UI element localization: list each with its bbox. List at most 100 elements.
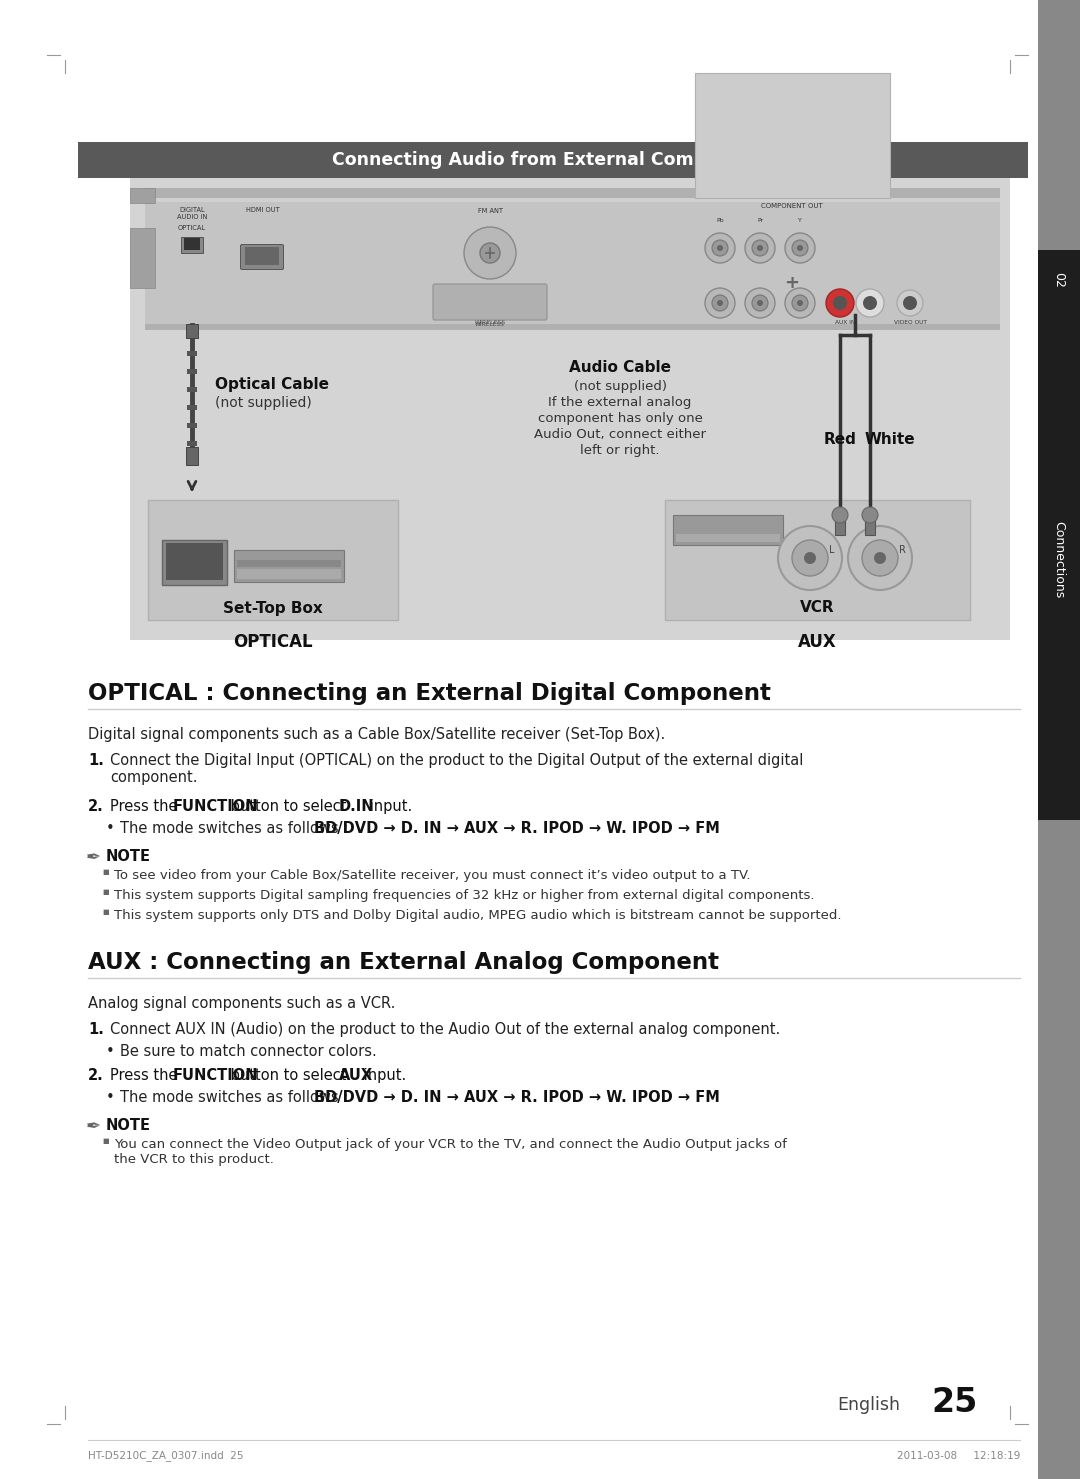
Circle shape [752, 294, 768, 311]
Bar [187, 333, 197, 339]
Text: Y: Y [798, 217, 802, 222]
Circle shape [757, 246, 762, 251]
Text: 2.: 2. [87, 1068, 104, 1083]
Text: input.: input. [365, 799, 413, 813]
Bar [145, 324, 1000, 330]
Text: VCR: VCR [800, 600, 835, 615]
Text: COMPONENT OUT: COMPONENT OUT [761, 203, 823, 209]
Text: The mode switches as follows :: The mode switches as follows : [120, 821, 353, 836]
Text: ✒: ✒ [86, 849, 102, 867]
Circle shape [792, 240, 808, 256]
Bar [696, 72, 890, 198]
FancyBboxPatch shape [433, 284, 546, 319]
Circle shape [717, 300, 723, 306]
Bar [187, 458, 197, 464]
Bar [237, 569, 341, 578]
Bar [162, 540, 227, 586]
Text: AUX : Connecting an External Analog Component: AUX : Connecting an External Analog Comp… [87, 951, 719, 975]
Circle shape [785, 234, 815, 263]
Text: (not supplied): (not supplied) [573, 380, 666, 393]
Text: The mode switches as follows :: The mode switches as follows : [120, 1090, 353, 1105]
Circle shape [705, 288, 735, 318]
Bar [187, 405, 197, 410]
Bar [186, 447, 198, 464]
Text: ■: ■ [102, 889, 109, 895]
Circle shape [792, 294, 808, 311]
Circle shape [778, 527, 842, 590]
Text: •: • [106, 1044, 114, 1059]
Circle shape [480, 243, 500, 263]
Text: •: • [106, 821, 114, 836]
Text: AUX: AUX [798, 633, 837, 651]
Text: Set-Top Box: Set-Top Box [224, 600, 323, 615]
Text: You can connect the Video Output jack of your VCR to the TV, and connect the Aud: You can connect the Video Output jack of… [114, 1137, 787, 1165]
Text: This system supports Digital sampling frequencies of 32 kHz or higher from exter: This system supports Digital sampling fr… [114, 889, 814, 902]
Circle shape [792, 540, 828, 575]
Bar [245, 247, 279, 265]
Text: If the external analog: If the external analog [549, 396, 691, 410]
Text: ■: ■ [102, 910, 109, 916]
Text: OPTICAL: OPTICAL [178, 225, 206, 231]
Bar [130, 188, 156, 203]
Text: R: R [899, 544, 905, 555]
Text: 2.: 2. [87, 799, 104, 813]
Bar [237, 561, 341, 566]
Text: •: • [106, 1090, 114, 1105]
Circle shape [785, 288, 815, 318]
Text: Connecting Audio from External Components: Connecting Audio from External Component… [333, 151, 773, 169]
Text: OPTICAL: OPTICAL [233, 633, 313, 651]
Text: HT-D5210C_ZA_0307.indd  25: HT-D5210C_ZA_0307.indd 25 [87, 1451, 243, 1461]
Circle shape [705, 234, 735, 263]
Text: Audio Cable: Audio Cable [569, 359, 671, 376]
Bar [187, 368, 197, 374]
Text: FUNCTION: FUNCTION [173, 1068, 258, 1083]
Bar [665, 500, 970, 620]
Circle shape [712, 294, 728, 311]
Text: +: + [483, 281, 498, 299]
Text: AUDIO IN: AUDIO IN [177, 214, 207, 220]
Bar [234, 550, 345, 583]
Bar [835, 515, 845, 535]
Text: L: L [829, 544, 835, 555]
Text: NOTE: NOTE [106, 1118, 151, 1133]
Circle shape [752, 240, 768, 256]
Bar [166, 543, 222, 580]
Bar [186, 324, 198, 339]
Circle shape [797, 246, 804, 251]
Text: FM ANT: FM ANT [477, 209, 502, 214]
Text: Connect the Digital Input (OPTICAL) on the product to the Digital Output of the : Connect the Digital Input (OPTICAL) on t… [110, 753, 804, 785]
Text: This system supports only DTS and Dolby Digital audio, MPEG audio which is bitst: This system supports only DTS and Dolby … [114, 910, 841, 921]
Text: Red: Red [824, 432, 856, 448]
Text: AUX IN: AUX IN [835, 321, 855, 325]
Circle shape [833, 296, 847, 311]
Bar [187, 423, 197, 427]
Text: (not supplied): (not supplied) [215, 396, 312, 410]
Circle shape [712, 240, 728, 256]
Circle shape [903, 296, 917, 311]
Circle shape [874, 552, 886, 563]
Text: Press the: Press the [110, 799, 183, 813]
Bar [673, 515, 783, 544]
Text: WIRELESS: WIRELESS [475, 322, 505, 327]
Bar [148, 500, 399, 620]
Circle shape [856, 288, 885, 317]
Circle shape [717, 246, 723, 251]
Text: To see video from your Cable Box/Satellite receiver, you must connect it’s video: To see video from your Cable Box/Satelli… [114, 870, 751, 881]
Text: White: White [865, 432, 916, 448]
Text: 25: 25 [932, 1386, 978, 1418]
Text: Connections: Connections [1053, 522, 1066, 599]
Text: 1.: 1. [87, 753, 104, 768]
Text: AUX: AUX [339, 1068, 373, 1083]
Circle shape [797, 300, 804, 306]
Text: button to select: button to select [226, 1068, 351, 1083]
Bar [865, 515, 875, 535]
Text: Optical Cable: Optical Cable [215, 377, 329, 392]
Circle shape [863, 296, 877, 311]
Bar [145, 188, 1000, 330]
Circle shape [832, 507, 848, 524]
Bar [1038, 250, 1080, 819]
Text: ■: ■ [102, 1137, 109, 1143]
Text: Digital signal components such as a Cable Box/Satellite receiver (Set-Top Box).: Digital signal components such as a Cabl… [87, 728, 665, 742]
Text: Audio Out, connect either: Audio Out, connect either [534, 427, 706, 441]
Text: Pr: Pr [757, 217, 764, 222]
